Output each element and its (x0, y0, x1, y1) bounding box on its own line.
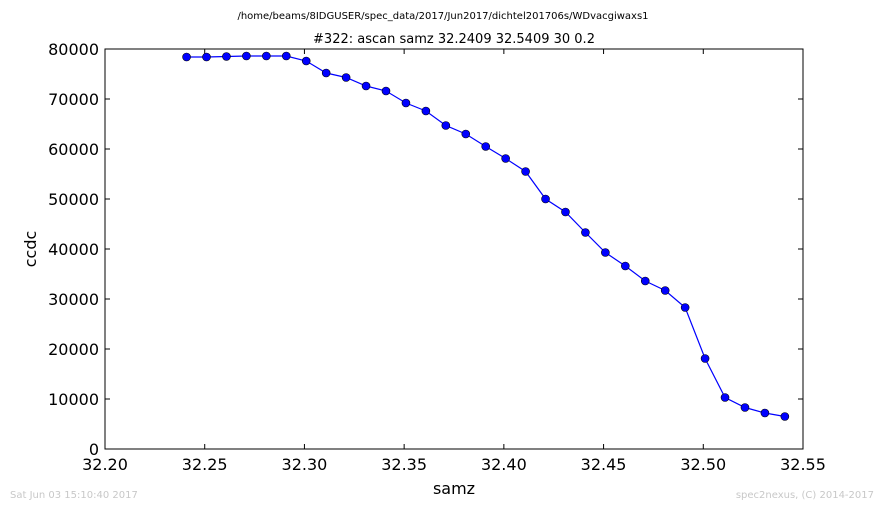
data-point (501, 154, 510, 163)
data-point (401, 98, 411, 108)
supertitle: /home/beams/8IDGUSER/spec_data/2017/Jun2… (237, 11, 648, 22)
data-point (660, 286, 670, 295)
data-point (461, 129, 471, 139)
footer-timestamp: Sat Jun 03 15:10:40 2017 (10, 490, 138, 501)
footer-credit: spec2nexus, (C) 2014-2017 (736, 490, 874, 501)
y-tick-label: 10000 (48, 390, 99, 409)
data-point (222, 52, 231, 61)
data-point (421, 106, 431, 116)
x-axis-label: samz (433, 479, 475, 498)
data-point (760, 408, 770, 418)
x-tick-label: 32.40 (481, 455, 527, 474)
data-point (541, 194, 550, 204)
plot-area: 32.20 32.25 32.30 32.35 32.40 32.45 32.50 32.55… (48, 40, 826, 474)
data-point (481, 142, 491, 151)
data-point (601, 248, 610, 257)
plot-frame (104, 48, 804, 450)
y-tick-label: 60000 (48, 140, 99, 159)
data-point (640, 276, 650, 286)
data-point (361, 81, 371, 91)
data-point (621, 261, 630, 271)
y-tick-label: 40000 (48, 240, 99, 259)
x-tick-label: 32.35 (381, 455, 427, 474)
data-point (281, 51, 291, 61)
data-point (341, 73, 351, 82)
series-points (182, 51, 790, 421)
x-tick-label: 32.45 (581, 455, 627, 474)
x-tick-label: 32.25 (182, 455, 228, 474)
y-tick-label: 70000 (48, 90, 99, 109)
data-point (740, 403, 750, 412)
y-tick-label: 0 (89, 440, 99, 459)
data-point (581, 228, 590, 237)
data-point (720, 393, 730, 402)
data-point (780, 412, 790, 421)
data-point (381, 86, 391, 96)
y-tick-label: 80000 (48, 40, 99, 59)
data-point (700, 354, 710, 363)
data-point (680, 303, 690, 312)
data-point (321, 68, 331, 78)
data-point (242, 51, 251, 61)
y-axis-label: ccdc (21, 231, 40, 268)
x-axis: 32.20 32.25 32.30 32.35 32.40 32.45 32.50 32.55 (82, 49, 826, 474)
data-point (301, 56, 311, 66)
data-point (441, 121, 451, 130)
x-tick-label: 32.20 (82, 455, 128, 474)
data-point (202, 52, 211, 62)
chart-title: #322: ascan samz 32.2409 32.5409 30 0.2 (313, 32, 595, 47)
data-point (182, 52, 191, 62)
data-point (521, 167, 530, 176)
y-tick-label: 20000 (48, 340, 99, 359)
data-point (561, 207, 570, 217)
x-tick-label: 32.30 (282, 455, 328, 474)
y-tick-label: 50000 (48, 190, 99, 209)
x-tick-label: 32.55 (780, 455, 826, 474)
data-point (262, 51, 271, 61)
y-axis: 0 10000 20000 30000 40000 50000 60000 70000 8000… (48, 40, 803, 459)
x-tick-label: 32.50 (680, 455, 726, 474)
y-tick-label: 30000 (48, 290, 99, 309)
